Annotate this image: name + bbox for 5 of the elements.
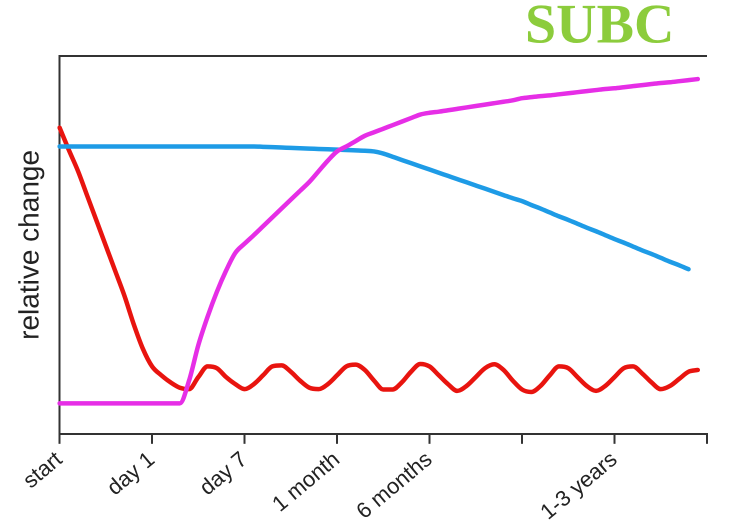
x-tick-label: start <box>18 446 67 493</box>
x-tick-label: day 7 <box>194 446 252 500</box>
y-axis-title: relative change <box>14 150 45 340</box>
text: SUBC <box>525 0 674 56</box>
x-tick-label: day 1 <box>102 446 160 500</box>
